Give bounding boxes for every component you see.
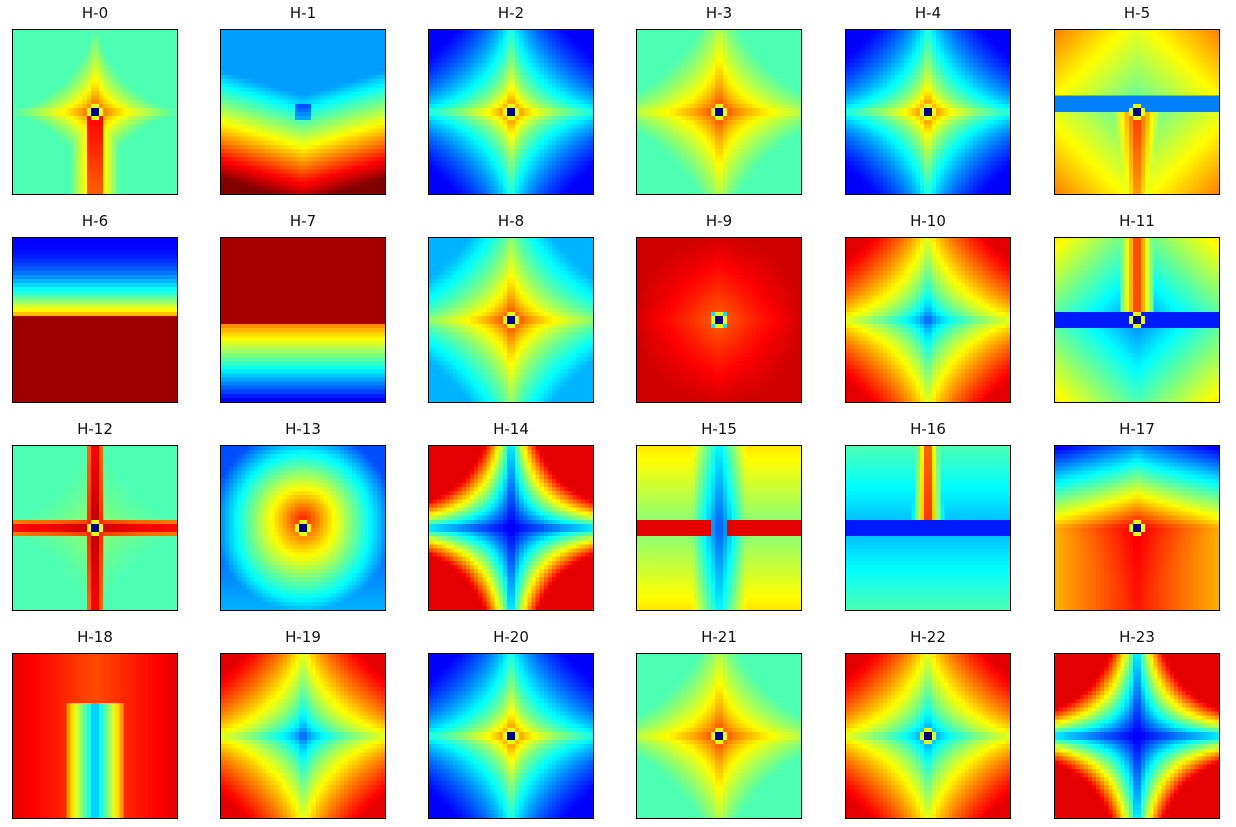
heatmap-panel: H-7 — [220, 208, 386, 410]
heatmap-panel: H-12 — [12, 416, 178, 618]
heatmap-image — [12, 237, 178, 403]
heatmap-panel: H-16 — [845, 416, 1011, 618]
heatmap-panel: H-10 — [845, 208, 1011, 410]
panel-title: H-16 — [910, 420, 946, 438]
panel-title: H-20 — [493, 628, 529, 646]
heatmap-panel: H-15 — [636, 416, 802, 618]
heatmap-image — [1054, 653, 1220, 819]
heatmap-image — [220, 237, 386, 403]
heatmap-panel: H-1 — [220, 0, 386, 202]
heatmap-panel: H-21 — [636, 624, 802, 826]
heatmap-panel: H-2 — [428, 0, 594, 202]
heatmap-image — [12, 653, 178, 819]
panel-title: H-0 — [81, 4, 109, 22]
heatmap-panel: H-8 — [428, 208, 594, 410]
panel-title: H-23 — [1119, 628, 1155, 646]
panel-title: H-22 — [910, 628, 946, 646]
heatmap-image — [12, 29, 178, 195]
heatmap-image — [1054, 237, 1220, 403]
heatmap-image — [1054, 29, 1220, 195]
heatmap-panel: H-5 — [1054, 0, 1220, 202]
panel-title: H-1 — [289, 4, 317, 22]
heatmap-panel: H-11 — [1054, 208, 1220, 410]
panel-title: H-4 — [914, 4, 942, 22]
panel-title: H-7 — [289, 212, 317, 230]
panel-title: H-18 — [77, 628, 113, 646]
heatmap-panel: H-0 — [12, 0, 178, 202]
heatmap-panel: H-6 — [12, 208, 178, 410]
heatmap-panel: H-23 — [1054, 624, 1220, 826]
panel-title: H-13 — [285, 420, 321, 438]
heatmap-image — [428, 237, 594, 403]
panel-title: H-21 — [701, 628, 737, 646]
heatmap-panel: H-17 — [1054, 416, 1220, 618]
heatmap-image — [428, 653, 594, 819]
panel-title: H-10 — [910, 212, 946, 230]
heatmap-image — [1054, 445, 1220, 611]
heatmap-image — [220, 653, 386, 819]
heatmap-panel: H-18 — [12, 624, 178, 826]
heatmap-panel: H-9 — [636, 208, 802, 410]
heatmap-image — [428, 29, 594, 195]
heatmap-image — [636, 29, 802, 195]
panel-title: H-15 — [701, 420, 737, 438]
heatmap-image — [845, 653, 1011, 819]
heatmap-panel: H-19 — [220, 624, 386, 826]
panel-title: H-12 — [77, 420, 113, 438]
panel-title: H-11 — [1119, 212, 1155, 230]
panel-title: H-6 — [81, 212, 109, 230]
heatmap-image — [220, 445, 386, 611]
panel-title: H-5 — [1123, 4, 1151, 22]
heatmap-panel: H-13 — [220, 416, 386, 618]
heatmap-panel: H-22 — [845, 624, 1011, 826]
heatmap-panel: H-3 — [636, 0, 802, 202]
heatmap-image — [220, 29, 386, 195]
heatmap-image — [636, 653, 802, 819]
heatmap-image — [428, 445, 594, 611]
panel-title: H-3 — [705, 4, 733, 22]
heatmap-image — [845, 29, 1011, 195]
heatmap-panel: H-20 — [428, 624, 594, 826]
heatmap-image — [12, 445, 178, 611]
panel-title: H-19 — [285, 628, 321, 646]
heatmap-image — [845, 445, 1011, 611]
heatmap-panel: H-4 — [845, 0, 1011, 202]
heatmap-image — [636, 237, 802, 403]
heatmap-image — [636, 445, 802, 611]
panel-title: H-2 — [497, 4, 525, 22]
panel-title: H-17 — [1119, 420, 1155, 438]
panel-title: H-9 — [705, 212, 733, 230]
panel-title: H-14 — [493, 420, 529, 438]
panel-title: H-8 — [497, 212, 525, 230]
heatmap-panel: H-14 — [428, 416, 594, 618]
heatmap-image — [845, 237, 1011, 403]
